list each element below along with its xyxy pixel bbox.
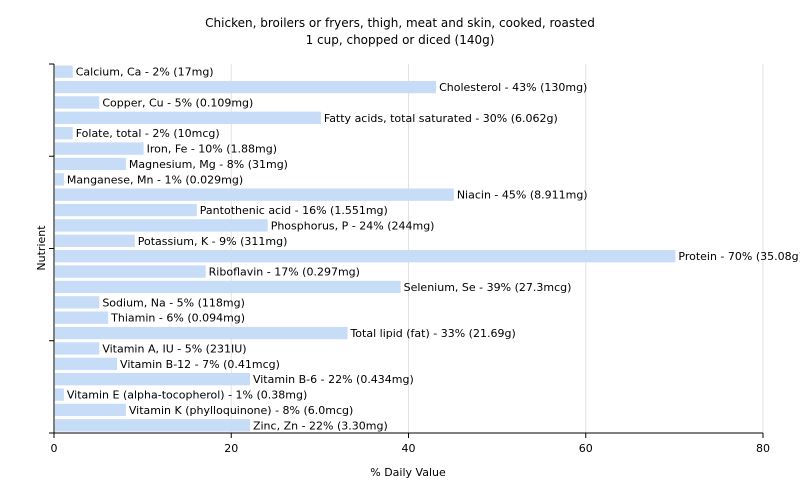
bar (55, 403, 126, 417)
bar-label: Phosphorus, P - 24% (244mg) (271, 219, 435, 232)
bar (55, 111, 321, 124)
x-tick-label: 40 (402, 442, 416, 455)
bar-label: Vitamin E (alpha-tocopherol) - 1% (0.38m… (67, 389, 307, 402)
bar (55, 280, 401, 294)
bar-label: Riboflavin - 17% (0.297mg) (209, 266, 360, 279)
bar-label: Vitamin A, IU - 5% (231IU) (102, 342, 246, 355)
gridlines (230, 64, 764, 433)
x-tick-label: 80 (756, 442, 770, 455)
bar-label: Calcium, Ca - 2% (17mg) (76, 66, 214, 79)
bar (55, 373, 250, 386)
bar (55, 219, 268, 232)
bar-label: Fatty acids, total saturated - 30% (6.06… (324, 112, 558, 125)
bar (55, 96, 100, 109)
x-tick-label: 0 (51, 442, 58, 455)
bar (55, 357, 118, 370)
bar (55, 127, 73, 140)
bar-label: Pantothenic acid - 16% (1.551mg) (200, 204, 388, 217)
bar (55, 173, 64, 186)
bar (55, 65, 73, 78)
bar-label: Iron, Fe - 10% (1.88mg) (147, 143, 277, 156)
bar (55, 234, 135, 247)
bar-label: Niacin - 45% (8.911mg) (457, 189, 588, 202)
bar-label: Thiamin - 6% (0.094mg) (110, 312, 245, 325)
bar-label: Folate, total - 2% (10mcg) (76, 127, 220, 140)
bar-label: Zinc, Zn - 22% (3.30mg) (253, 419, 388, 432)
bar (55, 157, 126, 171)
bar (55, 265, 206, 278)
bar-label: Vitamin B-12 - 7% (0.41mcg) (120, 358, 280, 371)
bar-label: Copper, Cu - 5% (0.109mg) (102, 96, 253, 109)
bar-label: Magnesium, Mg - 8% (31mg) (129, 158, 288, 171)
x-tick-label: 20 (224, 442, 238, 455)
bar-label: Sodium, Na - 5% (118mg) (102, 296, 245, 309)
bar (55, 250, 676, 263)
bar (55, 203, 197, 217)
bar-label: Cholesterol - 43% (130mg) (439, 81, 587, 94)
x-tick-label: 60 (579, 442, 593, 455)
bar (55, 419, 250, 432)
bar-label: Manganese, Mn - 1% (0.029mg) (67, 173, 243, 186)
bar-label: Protein - 70% (35.08g) (678, 250, 800, 263)
bar-label: Vitamin B-6 - 22% (0.434mg) (253, 373, 414, 386)
bar-label: Vitamin K (phylloquinone) - 8% (6.0mcg) (129, 404, 353, 417)
bar (55, 311, 109, 324)
x-axis-title: % Daily Value (370, 466, 446, 479)
bar-label: Total lipid (fat) - 33% (21.69g) (349, 327, 515, 340)
bar-label: Potassium, K - 9% (311mg) (138, 235, 288, 248)
y-axis-title: Nutrient (35, 225, 48, 271)
bar (55, 142, 144, 155)
chart-title: Chicken, broilers or fryers, thigh, meat… (205, 16, 595, 30)
bar (55, 296, 100, 309)
bar (55, 388, 64, 401)
bar-label: Selenium, Se - 39% (27.3mcg) (404, 281, 572, 294)
bar (55, 342, 100, 355)
bar (55, 326, 348, 340)
bar (55, 80, 437, 94)
bar (55, 188, 454, 201)
bar-series: Calcium, Ca - 2% (17mg) Cholesterol - 43%… (55, 65, 800, 432)
chart-subtitle: 1 cup, chopped or diced (140g) (306, 33, 495, 47)
axes: 0 20 40 60 80 (49, 63, 770, 455)
